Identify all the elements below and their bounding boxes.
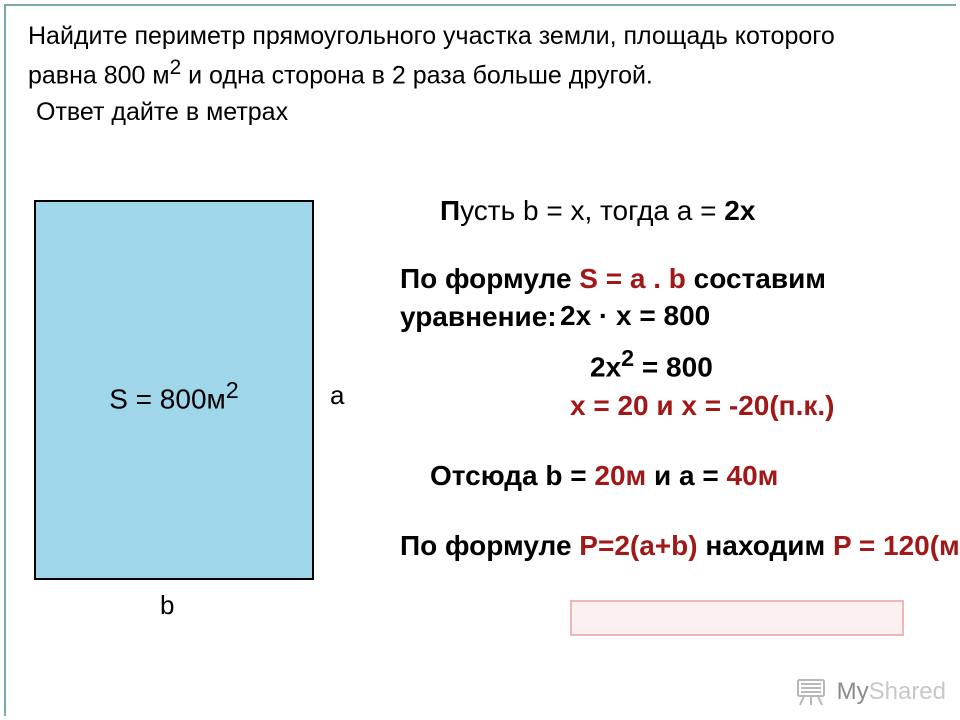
- problem-line1: Найдите периметр прямоугольного участка …: [28, 22, 835, 50]
- solution-roots: x = 20 и x = -20(п.к.): [570, 390, 834, 422]
- myshared-watermark: MyShared: [795, 678, 946, 706]
- decorative-pink-box: [570, 600, 904, 636]
- problem-line2-tail: и одна сторона в 2 раза больше другой.: [181, 61, 653, 89]
- solution-eq1: 2x · x = 800: [560, 300, 710, 332]
- side-b-label: b: [160, 590, 174, 621]
- problem-statement: Найдите периметр прямоугольного участка …: [28, 20, 928, 93]
- solution-perimeter: По формуле P=2(a+b) находим P = 120(м): [400, 530, 960, 562]
- projector-icon: [795, 678, 829, 706]
- problem-sup: 2: [170, 56, 182, 79]
- rectangle-figure: S = 800м2: [34, 200, 314, 580]
- solution-sides: Отсюда b = 20м и a = 40м: [430, 460, 778, 492]
- watermark-text: MyShared: [837, 678, 946, 706]
- side-a-label: a: [330, 380, 344, 411]
- solution-eq2: 2x2 = 800: [590, 345, 713, 383]
- problem-line2: равна 800 м: [28, 61, 170, 89]
- area-label: S = 800м2: [36, 377, 312, 415]
- answer-instruction: Ответ дайте в метрах: [36, 98, 288, 127]
- solution-line-1: Пусть b = x, тогда a = 2x: [440, 195, 755, 227]
